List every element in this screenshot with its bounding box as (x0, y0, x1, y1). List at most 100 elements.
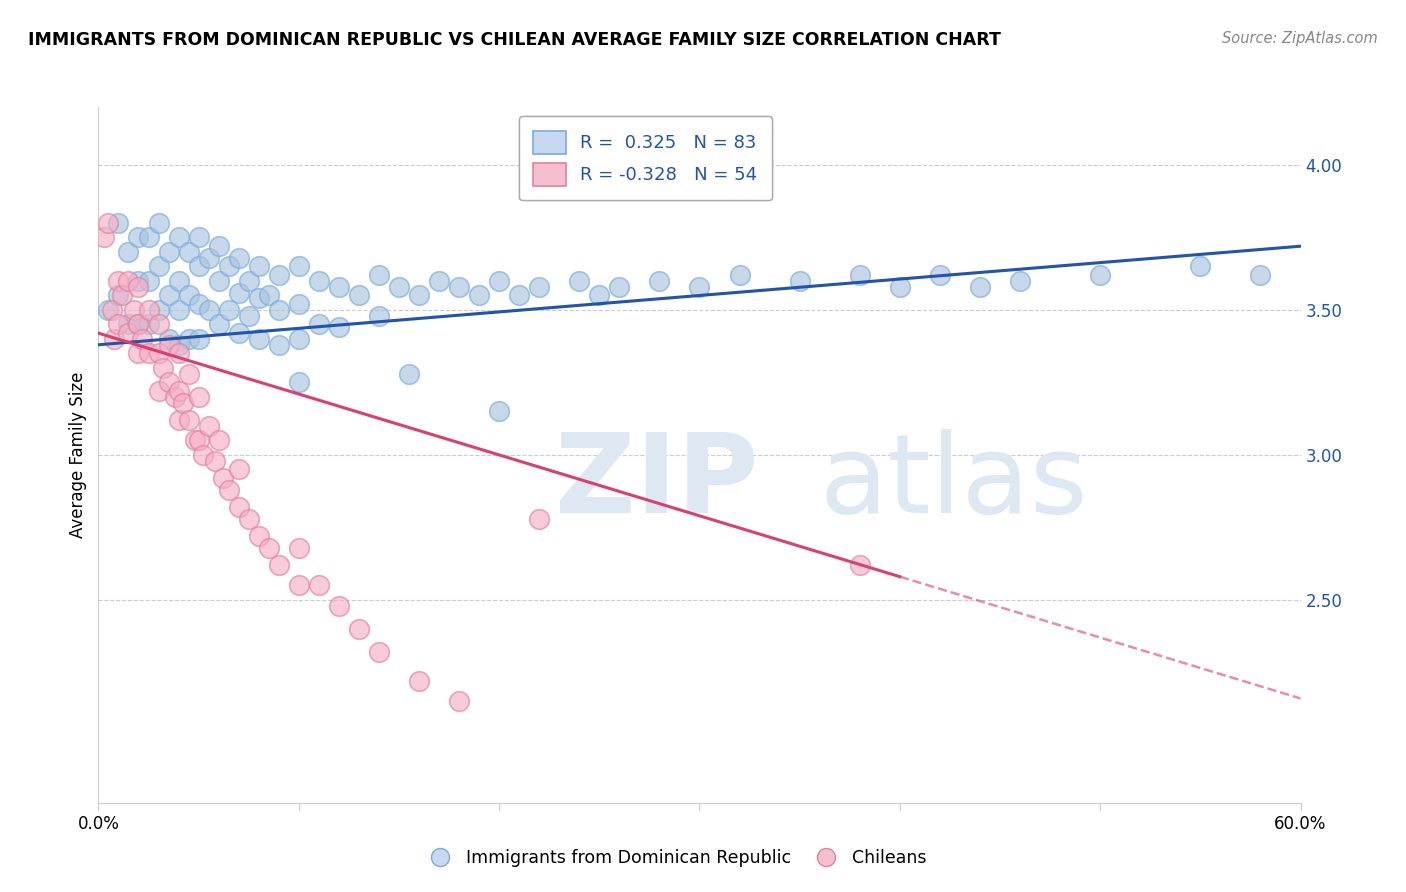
Point (1250, 268, 1272, 282)
Legend: R =  0.325   N = 83, R = -0.328   N = 54: R = 0.325 N = 83, R = -0.328 N = 54 (519, 116, 772, 201)
Point (218, 303, 240, 318)
Point (267, 268, 290, 282)
Point (107, 288, 129, 302)
Point (208, 434, 231, 448)
Legend: Immigrants from Dominican Republic, Chileans: Immigrants from Dominican Republic, Chil… (416, 843, 934, 874)
Point (128, 274, 150, 288)
Point (138, 346, 160, 360)
Point (288, 297, 311, 311)
Point (148, 318, 170, 332)
Point (328, 599, 350, 613)
Point (138, 318, 160, 332)
Point (568, 274, 591, 288)
Point (103, 332, 125, 346)
Point (152, 361, 174, 376)
Point (288, 578, 311, 592)
Point (167, 346, 190, 360)
Point (218, 483, 240, 497)
Point (247, 291, 270, 305)
Point (609, 280, 631, 294)
Point (157, 244, 180, 259)
Point (308, 318, 330, 332)
Point (117, 326, 139, 341)
Point (789, 274, 811, 288)
Point (157, 288, 180, 302)
Point (131, 332, 153, 346)
Point (172, 396, 194, 410)
Point (247, 332, 270, 346)
Point (183, 434, 205, 448)
Point (117, 318, 139, 332)
Point (689, 280, 711, 294)
Point (204, 453, 226, 467)
Point (247, 529, 270, 543)
Point (257, 288, 280, 302)
Point (408, 288, 430, 302)
Point (111, 288, 134, 302)
Point (228, 285, 250, 300)
Point (388, 280, 411, 294)
Point (368, 645, 391, 659)
Point (447, 694, 470, 708)
Point (187, 434, 209, 448)
Point (211, 471, 233, 485)
Point (218, 260, 240, 274)
Point (197, 303, 219, 318)
Point (889, 280, 911, 294)
Point (228, 462, 250, 476)
Point (128, 318, 150, 332)
Point (288, 260, 311, 274)
Point (427, 274, 450, 288)
Point (107, 216, 129, 230)
Point (468, 288, 491, 302)
Point (197, 251, 219, 265)
Text: IMMIGRANTS FROM DOMINICAN REPUBLIC VS CHILEAN AVERAGE FAMILY SIZE CORRELATION CH: IMMIGRANTS FROM DOMINICAN REPUBLIC VS CH… (28, 31, 1001, 49)
Point (177, 413, 200, 427)
Point (208, 318, 231, 332)
Y-axis label: Average Family Size: Average Family Size (69, 372, 87, 538)
Point (508, 288, 530, 302)
Point (187, 390, 209, 404)
Point (157, 338, 180, 352)
Point (488, 274, 510, 288)
Point (257, 541, 280, 555)
Point (728, 268, 751, 282)
Point (148, 303, 170, 318)
Point (167, 338, 190, 352)
Point (228, 326, 250, 341)
Point (267, 303, 290, 318)
Text: ZIP: ZIP (555, 429, 759, 536)
Point (101, 303, 124, 318)
Point (228, 500, 250, 514)
Point (849, 268, 872, 282)
Point (238, 274, 260, 288)
Point (208, 239, 231, 253)
Point (187, 297, 209, 311)
Point (148, 260, 170, 274)
Point (128, 230, 150, 244)
Point (138, 303, 160, 318)
Point (929, 268, 952, 282)
Point (177, 244, 200, 259)
Point (208, 274, 231, 288)
Point (167, 230, 190, 244)
Point (97, 216, 120, 230)
Point (308, 274, 330, 288)
Point (157, 332, 180, 346)
Point (157, 376, 180, 390)
Point (187, 332, 209, 346)
Point (488, 404, 510, 418)
Point (128, 346, 150, 360)
Point (849, 558, 872, 573)
Point (529, 280, 551, 294)
Point (238, 512, 260, 526)
Point (1010, 274, 1032, 288)
Point (167, 303, 190, 318)
Point (187, 260, 209, 274)
Point (177, 288, 200, 302)
Point (447, 280, 470, 294)
Point (347, 288, 370, 302)
Point (288, 541, 311, 555)
Point (128, 280, 150, 294)
Text: Source: ZipAtlas.com: Source: ZipAtlas.com (1222, 31, 1378, 46)
